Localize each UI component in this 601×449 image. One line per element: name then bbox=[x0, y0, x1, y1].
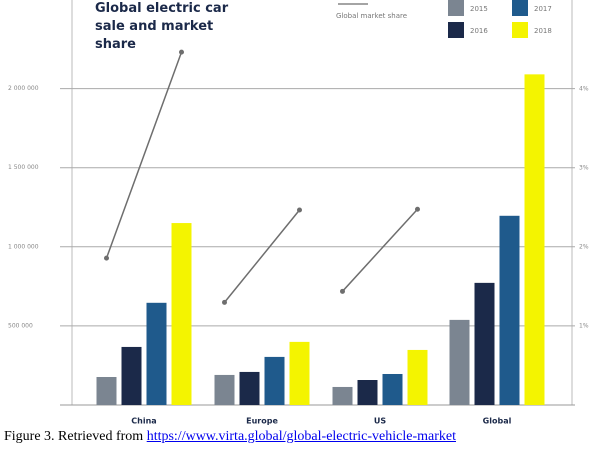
legend-label: 2017 bbox=[534, 5, 552, 13]
y2-tick-label: 2% bbox=[579, 244, 589, 251]
y2-tick-label: 1% bbox=[579, 323, 589, 330]
share-point bbox=[415, 206, 420, 212]
bar bbox=[357, 380, 378, 405]
share-point bbox=[340, 288, 345, 294]
legend-swatch bbox=[512, 0, 528, 16]
y2-tick-label: 3% bbox=[579, 165, 589, 172]
share-point bbox=[297, 207, 302, 213]
y-tick-label: 1 000 000 bbox=[8, 243, 39, 250]
share-point bbox=[179, 49, 184, 55]
legend-label: Global market share bbox=[336, 12, 407, 20]
x-tick-label: US bbox=[374, 417, 386, 426]
legend-label: 2018 bbox=[534, 27, 552, 35]
bar bbox=[96, 376, 117, 405]
bar bbox=[332, 386, 353, 405]
bar bbox=[449, 319, 470, 405]
y-tick-label: 1 500 000 bbox=[8, 164, 39, 171]
bar bbox=[239, 371, 260, 405]
bar bbox=[171, 223, 192, 405]
bar bbox=[407, 349, 428, 405]
legend-label: 2015 bbox=[470, 5, 488, 13]
bar bbox=[499, 215, 520, 405]
bar bbox=[121, 346, 142, 405]
bar bbox=[474, 282, 495, 405]
caption-link[interactable]: https://www.virta.global/global-electric… bbox=[146, 429, 456, 444]
y2-tick-label: 4% bbox=[579, 86, 589, 93]
bar bbox=[382, 373, 403, 405]
legend-label: 2016 bbox=[470, 27, 488, 35]
x-tick-label: Global bbox=[483, 417, 512, 426]
bar bbox=[146, 302, 167, 405]
share-point bbox=[104, 255, 109, 261]
legend-swatch bbox=[448, 0, 464, 16]
y-tick-label: 2 000 000 bbox=[8, 85, 39, 92]
bar bbox=[524, 74, 545, 405]
caption: Figure 3. Retrieved from https://www.vir… bbox=[4, 429, 456, 445]
share-point bbox=[222, 299, 227, 305]
caption-text: Figure 3. Retrieved from bbox=[4, 429, 144, 444]
bar bbox=[214, 374, 235, 405]
x-tick-label: China bbox=[131, 417, 156, 426]
x-tick-label: Europe bbox=[246, 417, 278, 426]
bar bbox=[264, 356, 285, 405]
chart-title: Global electric car sale and market shar… bbox=[95, 1, 229, 52]
share-line bbox=[223, 209, 301, 303]
legend-swatch bbox=[448, 22, 464, 38]
chart: 500 000 1 000 000 1 500 000 2 000 000 1% 2% 3%… bbox=[8, 0, 589, 426]
bar bbox=[289, 341, 310, 405]
share-line bbox=[341, 208, 419, 292]
y-tick-label: 500 000 bbox=[8, 322, 33, 329]
legend-swatch bbox=[512, 22, 528, 38]
share-line bbox=[105, 51, 183, 259]
